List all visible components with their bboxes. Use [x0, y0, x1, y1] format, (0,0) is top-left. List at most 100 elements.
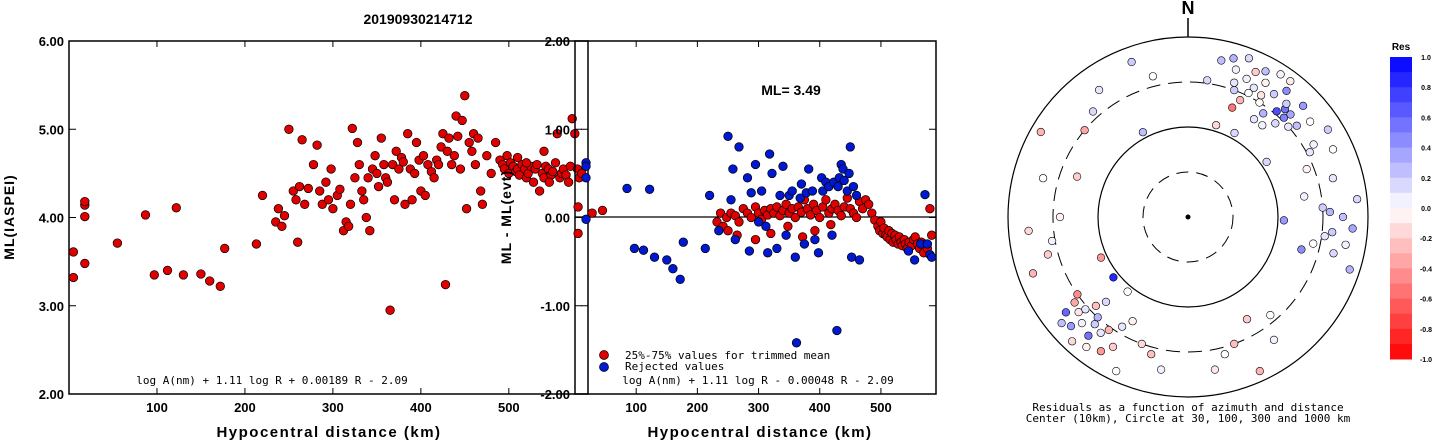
colorbar-cell — [1390, 313, 1412, 330]
data-point — [813, 248, 824, 258]
station-marker — [1084, 331, 1093, 340]
residual-colorbar: Res 1.0 0.8 0.6 0.4 0.2 0.0 -0.2 -0.4 -0.6 -0.8 -1… — [1390, 42, 1432, 364]
data-point — [444, 133, 454, 143]
data-point — [922, 239, 933, 249]
data-point — [848, 181, 859, 192]
formula-text: log A(nm) + 1.11 log R - 0.00048 R - 2.0… — [622, 374, 894, 387]
station-marker — [1282, 86, 1291, 95]
station-marker — [1255, 98, 1264, 107]
data-point — [467, 146, 477, 156]
station-marker — [1328, 174, 1337, 183]
data-point — [470, 159, 481, 170]
station-marker — [1127, 57, 1136, 67]
station-marker — [1276, 70, 1285, 79]
data-point — [746, 188, 756, 198]
data-point — [391, 146, 401, 156]
colorbar-tick-label: 1.0 — [1421, 55, 1431, 62]
data-point — [294, 181, 305, 192]
station-marker — [1244, 54, 1253, 63]
station-marker — [1230, 128, 1239, 138]
data-point — [389, 195, 400, 205]
colorbar-cell — [1390, 343, 1412, 360]
data-point — [795, 193, 805, 203]
colorbar-tick-label: -0.4 — [1420, 266, 1432, 273]
station-marker — [1074, 308, 1083, 317]
data-point — [429, 173, 439, 183]
data-point — [486, 168, 496, 179]
data-point — [215, 281, 225, 291]
station-marker — [1320, 232, 1329, 241]
data-point — [418, 151, 429, 161]
station-marker — [1271, 119, 1280, 128]
station-marker — [1094, 85, 1104, 95]
station-marker — [1117, 322, 1127, 331]
data-point — [455, 164, 466, 174]
data-point — [756, 186, 767, 196]
station-marker — [1261, 78, 1270, 87]
data-point — [112, 238, 123, 248]
data-point — [344, 221, 354, 231]
data-point — [534, 186, 545, 196]
station-marker — [1341, 240, 1350, 249]
x-tick-label: 500 — [498, 400, 520, 415]
data-point — [750, 159, 761, 170]
station-marker — [1047, 236, 1057, 246]
station-marker — [1038, 174, 1048, 183]
data-point — [171, 203, 181, 213]
y-tick-label: 5.00 — [39, 122, 64, 137]
residual-vs-distance-chart: 100 200 300 400 500 -2.00 -1.00 0.00 1.00 2.00 M… — [498, 34, 937, 441]
y-tick-label: 6.00 — [39, 34, 64, 49]
data-point — [490, 137, 501, 148]
data-point — [376, 133, 386, 143]
data-points — [68, 91, 587, 315]
data-point — [335, 184, 345, 194]
colorbar-ticks: 1.0 0.8 0.6 0.4 0.2 0.0 -0.2 -0.4 -0.6 -0.8 -1.0 — [1420, 55, 1432, 364]
station-marker — [1137, 339, 1146, 349]
station-marker — [1066, 322, 1076, 331]
data-point — [622, 183, 632, 194]
x-axis-ticks: 100 200 300 400 500 — [625, 41, 892, 415]
data-point — [447, 159, 457, 170]
data-point — [532, 159, 542, 170]
data-point — [775, 190, 785, 201]
data-point — [528, 177, 539, 187]
formula-text: log A(nm) + 1.11 log R + 0.00189 R - 2.0… — [136, 374, 408, 387]
data-point — [433, 159, 444, 170]
station-marker — [1348, 224, 1357, 233]
station-marker — [1249, 115, 1259, 124]
data-point — [815, 212, 825, 223]
data-point — [772, 243, 782, 254]
data-point — [796, 179, 807, 189]
station-marker — [1302, 165, 1311, 174]
station-marker — [1148, 72, 1157, 81]
station-marker — [1261, 67, 1270, 76]
kept-points — [573, 193, 937, 258]
station-marker — [1309, 239, 1318, 248]
colorbar-cell — [1390, 162, 1412, 179]
data-point — [80, 196, 90, 207]
data-point — [453, 131, 463, 141]
data-point — [563, 177, 574, 187]
data-point — [714, 226, 724, 236]
data-point — [767, 168, 777, 179]
data-point — [649, 252, 660, 262]
station-marker — [1077, 319, 1086, 328]
colorbar-cell — [1390, 132, 1412, 149]
colorbar-tick-label: -0.6 — [1420, 297, 1432, 304]
y-tick-label: 2.00 — [545, 34, 570, 49]
colorbar-tick-label: 0.8 — [1421, 85, 1431, 92]
station-marker — [1258, 121, 1267, 130]
data-point — [400, 199, 410, 209]
data-point — [832, 325, 842, 336]
station-marker — [1297, 245, 1306, 254]
map-caption-line2: Center (10km), Circle at 30, 100, 300 an… — [1026, 412, 1351, 425]
data-point — [512, 152, 523, 163]
x-tick-label: 100 — [625, 400, 647, 415]
data-point — [140, 210, 151, 220]
data-point — [925, 204, 935, 214]
y-axis-label: ML(IASPEI) — [1, 174, 17, 259]
data-point — [420, 190, 430, 201]
station-marker — [1286, 77, 1295, 86]
station-marker — [1345, 265, 1354, 274]
